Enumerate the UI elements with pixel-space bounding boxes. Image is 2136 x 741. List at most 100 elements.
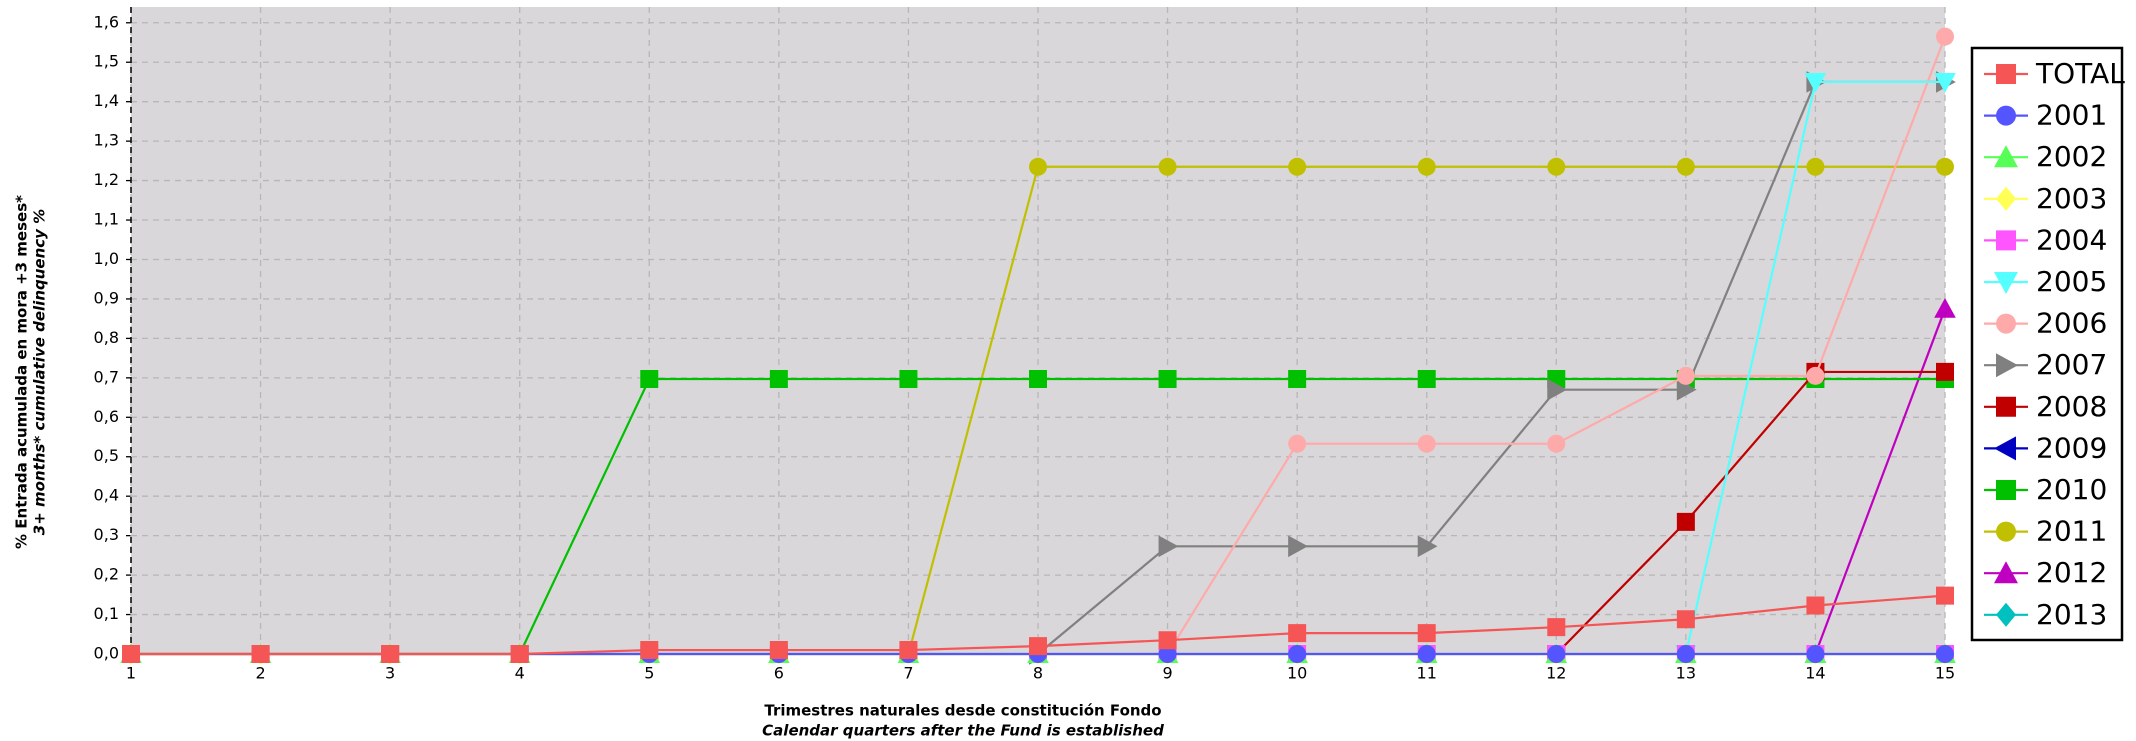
data-point [1676, 512, 1695, 531]
data-point [1288, 157, 1307, 176]
data-point [1029, 370, 1047, 389]
x-tick-label: 13 [1676, 664, 1696, 683]
data-point [1804, 72, 1827, 93]
data-point [1417, 624, 1436, 643]
y-axis-title: % Entrada acumulada en mora +3 meses* [13, 195, 31, 549]
data-point [1158, 535, 1179, 558]
legend-marker [1994, 561, 2018, 584]
legend-marker [1996, 480, 2016, 500]
y-tick-label: 1,2 [94, 170, 119, 189]
data-point [1417, 370, 1436, 389]
y-tick-label: 0,4 [94, 486, 119, 505]
data-point [769, 370, 788, 389]
legend-marker [1996, 313, 2016, 334]
data-point [1288, 535, 1308, 558]
legend-label: TOTAL [2035, 57, 2125, 90]
data-point [1417, 434, 1436, 453]
data-point [899, 641, 918, 660]
data-point [1934, 298, 1956, 318]
data-point [510, 645, 529, 663]
data-point [122, 645, 140, 663]
data-point [251, 645, 270, 663]
data-point [1417, 535, 1438, 558]
legend-marker [1996, 64, 2016, 84]
data-point [1936, 362, 1954, 381]
legend-marker [1996, 186, 2016, 211]
data-point [1417, 157, 1436, 176]
x-axis-title: Trimestres naturales desde constitución … [764, 702, 1161, 720]
y-tick-label: 1,5 [94, 52, 119, 71]
data-point [640, 641, 659, 660]
legend-label: 2012 [2036, 556, 2107, 589]
x-tick-label: 7 [903, 664, 913, 683]
data-point [1936, 586, 1954, 605]
legend-label: 2006 [2036, 307, 2107, 340]
data-point [1676, 378, 1697, 401]
x-tick-label: 2 [255, 664, 265, 683]
legend-marker [1996, 230, 2016, 251]
y-tick-label: 0,0 [94, 644, 119, 663]
x-tick-label: 1 [126, 664, 136, 683]
y-tick-label: 1,6 [94, 12, 119, 31]
data-point [1029, 157, 1047, 176]
data-point [1029, 637, 1047, 656]
data-point [1547, 378, 1568, 401]
legend-label: 2010 [2036, 473, 2107, 506]
y-tick-label: 0,8 [94, 328, 119, 347]
y-tick-label: 0,7 [94, 367, 119, 386]
x-tick-label: 8 [1033, 664, 1043, 683]
series-line [1555, 370, 1945, 655]
legend-label: 2013 [2036, 598, 2107, 631]
data-point [1417, 645, 1436, 663]
data-point [1547, 645, 1566, 663]
legend-marker [1996, 105, 2016, 126]
data-point [1288, 624, 1307, 643]
x-tick-label: 15 [1935, 664, 1955, 683]
data-point [1288, 370, 1307, 389]
legend-marker [1996, 521, 2016, 542]
data-point [1806, 157, 1825, 176]
legend-marker [1994, 272, 2018, 294]
x-tick-label: 11 [1417, 664, 1437, 683]
legend-label: 2011 [2036, 515, 2107, 548]
x-axis-title-en: Calendar quarters after the Fund is esta… [762, 722, 1164, 740]
y-tick-label: 0,9 [94, 288, 119, 307]
series-line [1814, 308, 1947, 655]
data-point [381, 645, 400, 663]
data-point [1158, 645, 1177, 663]
legend-label: 2009 [2036, 431, 2107, 464]
x-tick-label: 5 [644, 664, 654, 683]
legend-label: 2008 [2036, 390, 2107, 423]
data-point [899, 370, 918, 389]
x-tick-label: 6 [774, 664, 784, 683]
y-tick-label: 1,4 [94, 91, 119, 110]
legend-marker [1996, 396, 2016, 417]
series-line [1037, 80, 1945, 655]
y-tick-label: 1,3 [94, 131, 119, 150]
y-axis-title-en: 3+ months* cumulative delinquency % [31, 209, 49, 535]
legend-label: 2007 [2036, 348, 2107, 381]
legend-box [1970, 46, 2124, 642]
data-point [1676, 366, 1695, 385]
data-point [1288, 434, 1307, 453]
y-tick-label: 0,6 [94, 407, 119, 426]
legend-marker [1996, 602, 2016, 627]
data-point [640, 370, 659, 389]
y-tick-label: 0,3 [94, 525, 119, 544]
y-tick-label: 0,2 [94, 565, 119, 584]
legend-label: 2002 [2036, 140, 2107, 173]
legend-marker [1996, 353, 2018, 378]
y-tick-label: 1,1 [94, 210, 119, 229]
x-tick-label: 9 [1162, 664, 1172, 683]
x-tick-label: 10 [1287, 664, 1307, 683]
x-tick-label: 14 [1805, 664, 1825, 683]
legend-marker [1994, 145, 2018, 168]
y-tick-label: 0,5 [94, 446, 119, 465]
data-point [1288, 645, 1307, 663]
data-point [1158, 631, 1177, 650]
legend-label: 2003 [2036, 182, 2107, 215]
data-point [1806, 645, 1825, 663]
data-point [1936, 645, 1954, 663]
data-point [1936, 27, 1954, 46]
